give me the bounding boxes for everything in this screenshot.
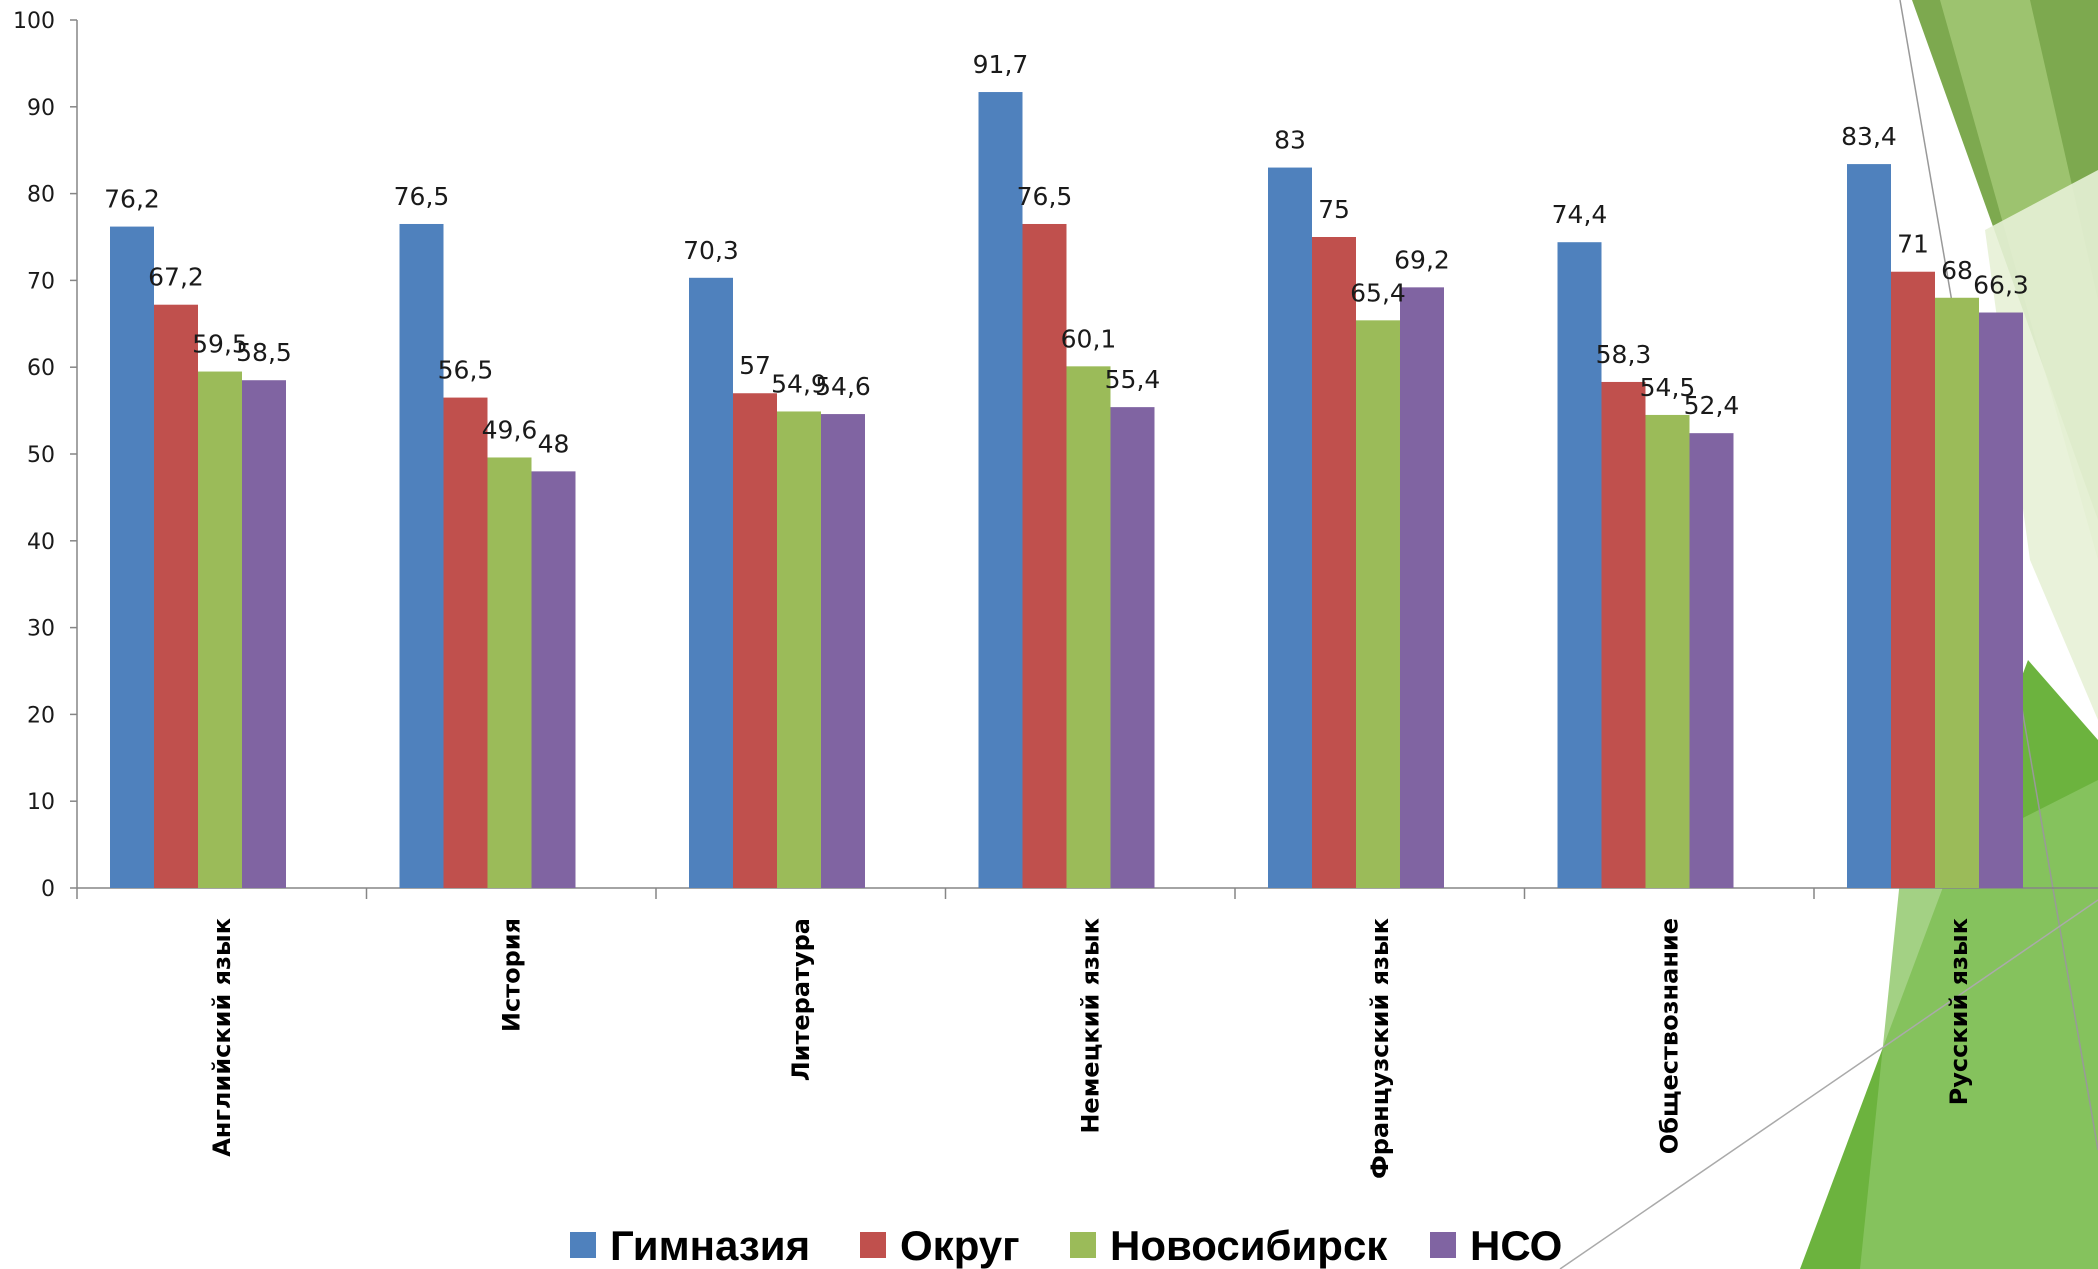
- data-label: 60,1: [1061, 324, 1117, 353]
- bar: [487, 457, 532, 888]
- bar: [242, 380, 286, 888]
- legend: Гимназия Округ Новосибирск НСО: [570, 1222, 1562, 1269]
- bar: [733, 393, 777, 888]
- data-label: 71: [1897, 230, 1929, 259]
- bar: [1645, 414, 1690, 888]
- y-tick-label: 0: [41, 877, 55, 902]
- legend-label: Округ: [900, 1222, 1020, 1269]
- bar: [1110, 407, 1155, 888]
- data-labels: 76,2 67,2 59,558,5 76,5 56,5 49,6 48 70,3 5754,9…: [104, 50, 2029, 458]
- data-label: 68: [1941, 256, 1973, 285]
- y-tick-label: 80: [27, 183, 55, 208]
- data-label: 74,4: [1552, 200, 1608, 229]
- data-label: 91,7: [973, 50, 1029, 79]
- data-label: 65,4: [1350, 278, 1406, 307]
- bar: [1066, 366, 1111, 888]
- data-label: 76,5: [394, 182, 450, 211]
- data-label: 54,5: [1640, 373, 1696, 402]
- y-tick-label: 90: [27, 96, 55, 121]
- category-label: Немецкий язык: [1076, 918, 1104, 1134]
- legend-swatch: [1430, 1232, 1456, 1258]
- legend-swatch: [860, 1232, 886, 1258]
- data-label: 67,2: [148, 263, 204, 292]
- bar: [821, 414, 865, 888]
- y-tick-label: 40: [27, 530, 55, 555]
- bar: [399, 223, 444, 889]
- bar: [1022, 223, 1067, 889]
- bar: [1356, 320, 1400, 888]
- bar: [1979, 312, 2023, 888]
- y-tick-label: 50: [27, 443, 55, 468]
- green-decoration: [1559, 0, 2098, 1269]
- data-label: 52,4: [1684, 391, 1740, 420]
- data-label: 48: [538, 429, 570, 458]
- category-label: История: [497, 918, 525, 1032]
- bar: [1400, 287, 1444, 888]
- y-tick-label: 30: [27, 617, 55, 642]
- bar: [1689, 433, 1734, 888]
- bar: [777, 411, 821, 888]
- legend-label: Новосибирск: [1110, 1222, 1388, 1269]
- data-label: 76,2: [104, 185, 160, 214]
- data-label: 58,5: [236, 338, 292, 367]
- data-label: 54,9: [771, 369, 827, 398]
- bars: [110, 92, 2023, 889]
- y-tick-label: 100: [13, 9, 55, 34]
- legend-label: Гимназия: [610, 1222, 810, 1269]
- data-label: 66,3: [1973, 271, 2029, 300]
- data-label: 83,4: [1841, 122, 1897, 151]
- y-tick-label: 20: [27, 703, 55, 728]
- data-label: 69,2: [1394, 245, 1450, 274]
- x-axis-categories: Английский язык История Литература Немецкий…: [208, 918, 1973, 1179]
- data-label: 70,3: [683, 236, 739, 265]
- bar: [531, 471, 576, 888]
- y-tick-label: 10: [27, 790, 55, 815]
- bar: [1312, 237, 1356, 888]
- data-label: 55,4: [1105, 365, 1161, 394]
- category-label: Английский язык: [208, 918, 236, 1157]
- category-label: Русский язык: [1945, 918, 1973, 1105]
- bar: [110, 226, 154, 889]
- bar: [1601, 381, 1646, 888]
- legend-label: НСО: [1470, 1222, 1562, 1269]
- y-tick-label: 60: [27, 356, 55, 381]
- bar: [198, 371, 242, 888]
- data-label: 56,5: [438, 356, 494, 385]
- data-label: 57: [739, 351, 771, 380]
- bar: [1891, 271, 1935, 889]
- category-label: Французский язык: [1366, 918, 1394, 1179]
- y-axis-ticks: 0 10 20 30 40 50 60 70 80 90 100: [13, 9, 77, 902]
- bar: [689, 277, 733, 888]
- data-label: 59,5: [192, 330, 248, 359]
- bar: [978, 92, 1023, 888]
- bar: [154, 304, 198, 889]
- legend-swatch: [1070, 1232, 1096, 1258]
- bar: [1935, 297, 1979, 888]
- bar: [443, 397, 488, 888]
- data-label: 49,6: [482, 415, 538, 444]
- data-label: 76,5: [1017, 182, 1073, 211]
- data-label: 58,3: [1596, 340, 1652, 369]
- data-label: 83: [1274, 126, 1306, 155]
- data-label: 54,6: [815, 372, 871, 401]
- legend-swatch: [570, 1232, 596, 1258]
- category-label: Обществознание: [1655, 918, 1683, 1154]
- y-tick-label: 70: [27, 269, 55, 294]
- bar: [1847, 164, 1891, 888]
- data-label: 75: [1318, 195, 1350, 224]
- bar: [1268, 167, 1312, 888]
- bar: [1557, 242, 1602, 888]
- category-label: Литература: [787, 918, 815, 1081]
